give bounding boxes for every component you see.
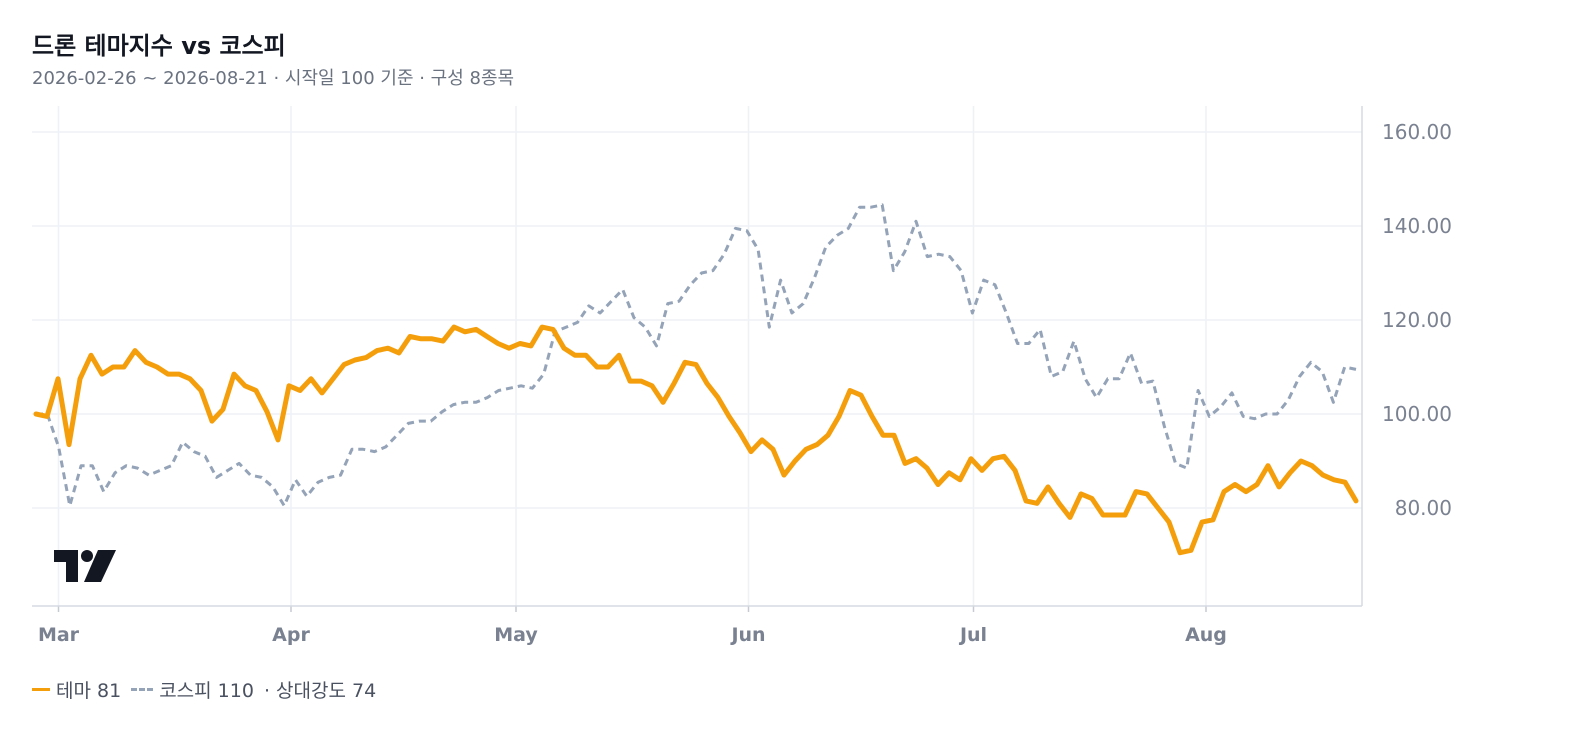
theme-series-line xyxy=(33,324,1359,556)
tradingview-logo-icon xyxy=(54,550,116,582)
chart-subtitle: 2026-02-26 ~ 2026-08-21 · 시작일 100 기준 · 구… xyxy=(32,68,515,89)
y-tick-label: 120.00 xyxy=(1382,308,1452,332)
theme-line-swatch xyxy=(32,688,50,691)
legend-theme-label: 테마 81 xyxy=(56,680,122,702)
line-chart[interactable]: 160.00 140.00 120.00 100.00 80.00 Mar Apr May Ju… xyxy=(0,0,1584,672)
legend: 테마 81 코스피 110 · 상대강도 74 xyxy=(32,676,386,703)
legend-relative-label: · 상대강도 74 xyxy=(263,680,377,702)
x-tick-label: May xyxy=(494,624,538,646)
series-lines xyxy=(33,203,1359,556)
axes: 160.00 140.00 120.00 100.00 80.00 Mar Apr May Ju… xyxy=(32,106,1452,646)
legend-item-relative: · 상대강도 74 xyxy=(264,676,376,703)
chart-title: 드론 테마지수 vs 코스피 xyxy=(32,32,286,60)
x-tick-label: Aug xyxy=(1185,624,1227,646)
x-tick-label: Apr xyxy=(272,624,310,646)
legend-kospi-label: 코스피 110 xyxy=(159,680,254,702)
legend-item-theme: 테마 81 xyxy=(32,676,121,703)
y-tick-label: 160.00 xyxy=(1382,120,1452,144)
y-tick-label: 100.00 xyxy=(1382,402,1452,426)
grid xyxy=(32,106,1362,606)
kospi-line-swatch xyxy=(131,688,154,691)
y-tick-label: 80.00 xyxy=(1395,496,1452,520)
x-tick-label: Jun xyxy=(729,624,765,646)
legend-item-kospi: 코스피 110 xyxy=(131,676,254,703)
kospi-series-line xyxy=(36,203,1357,508)
x-tick-label: Jul xyxy=(958,624,987,646)
x-tick-label: Mar xyxy=(38,624,80,646)
y-tick-label: 140.00 xyxy=(1382,214,1452,238)
